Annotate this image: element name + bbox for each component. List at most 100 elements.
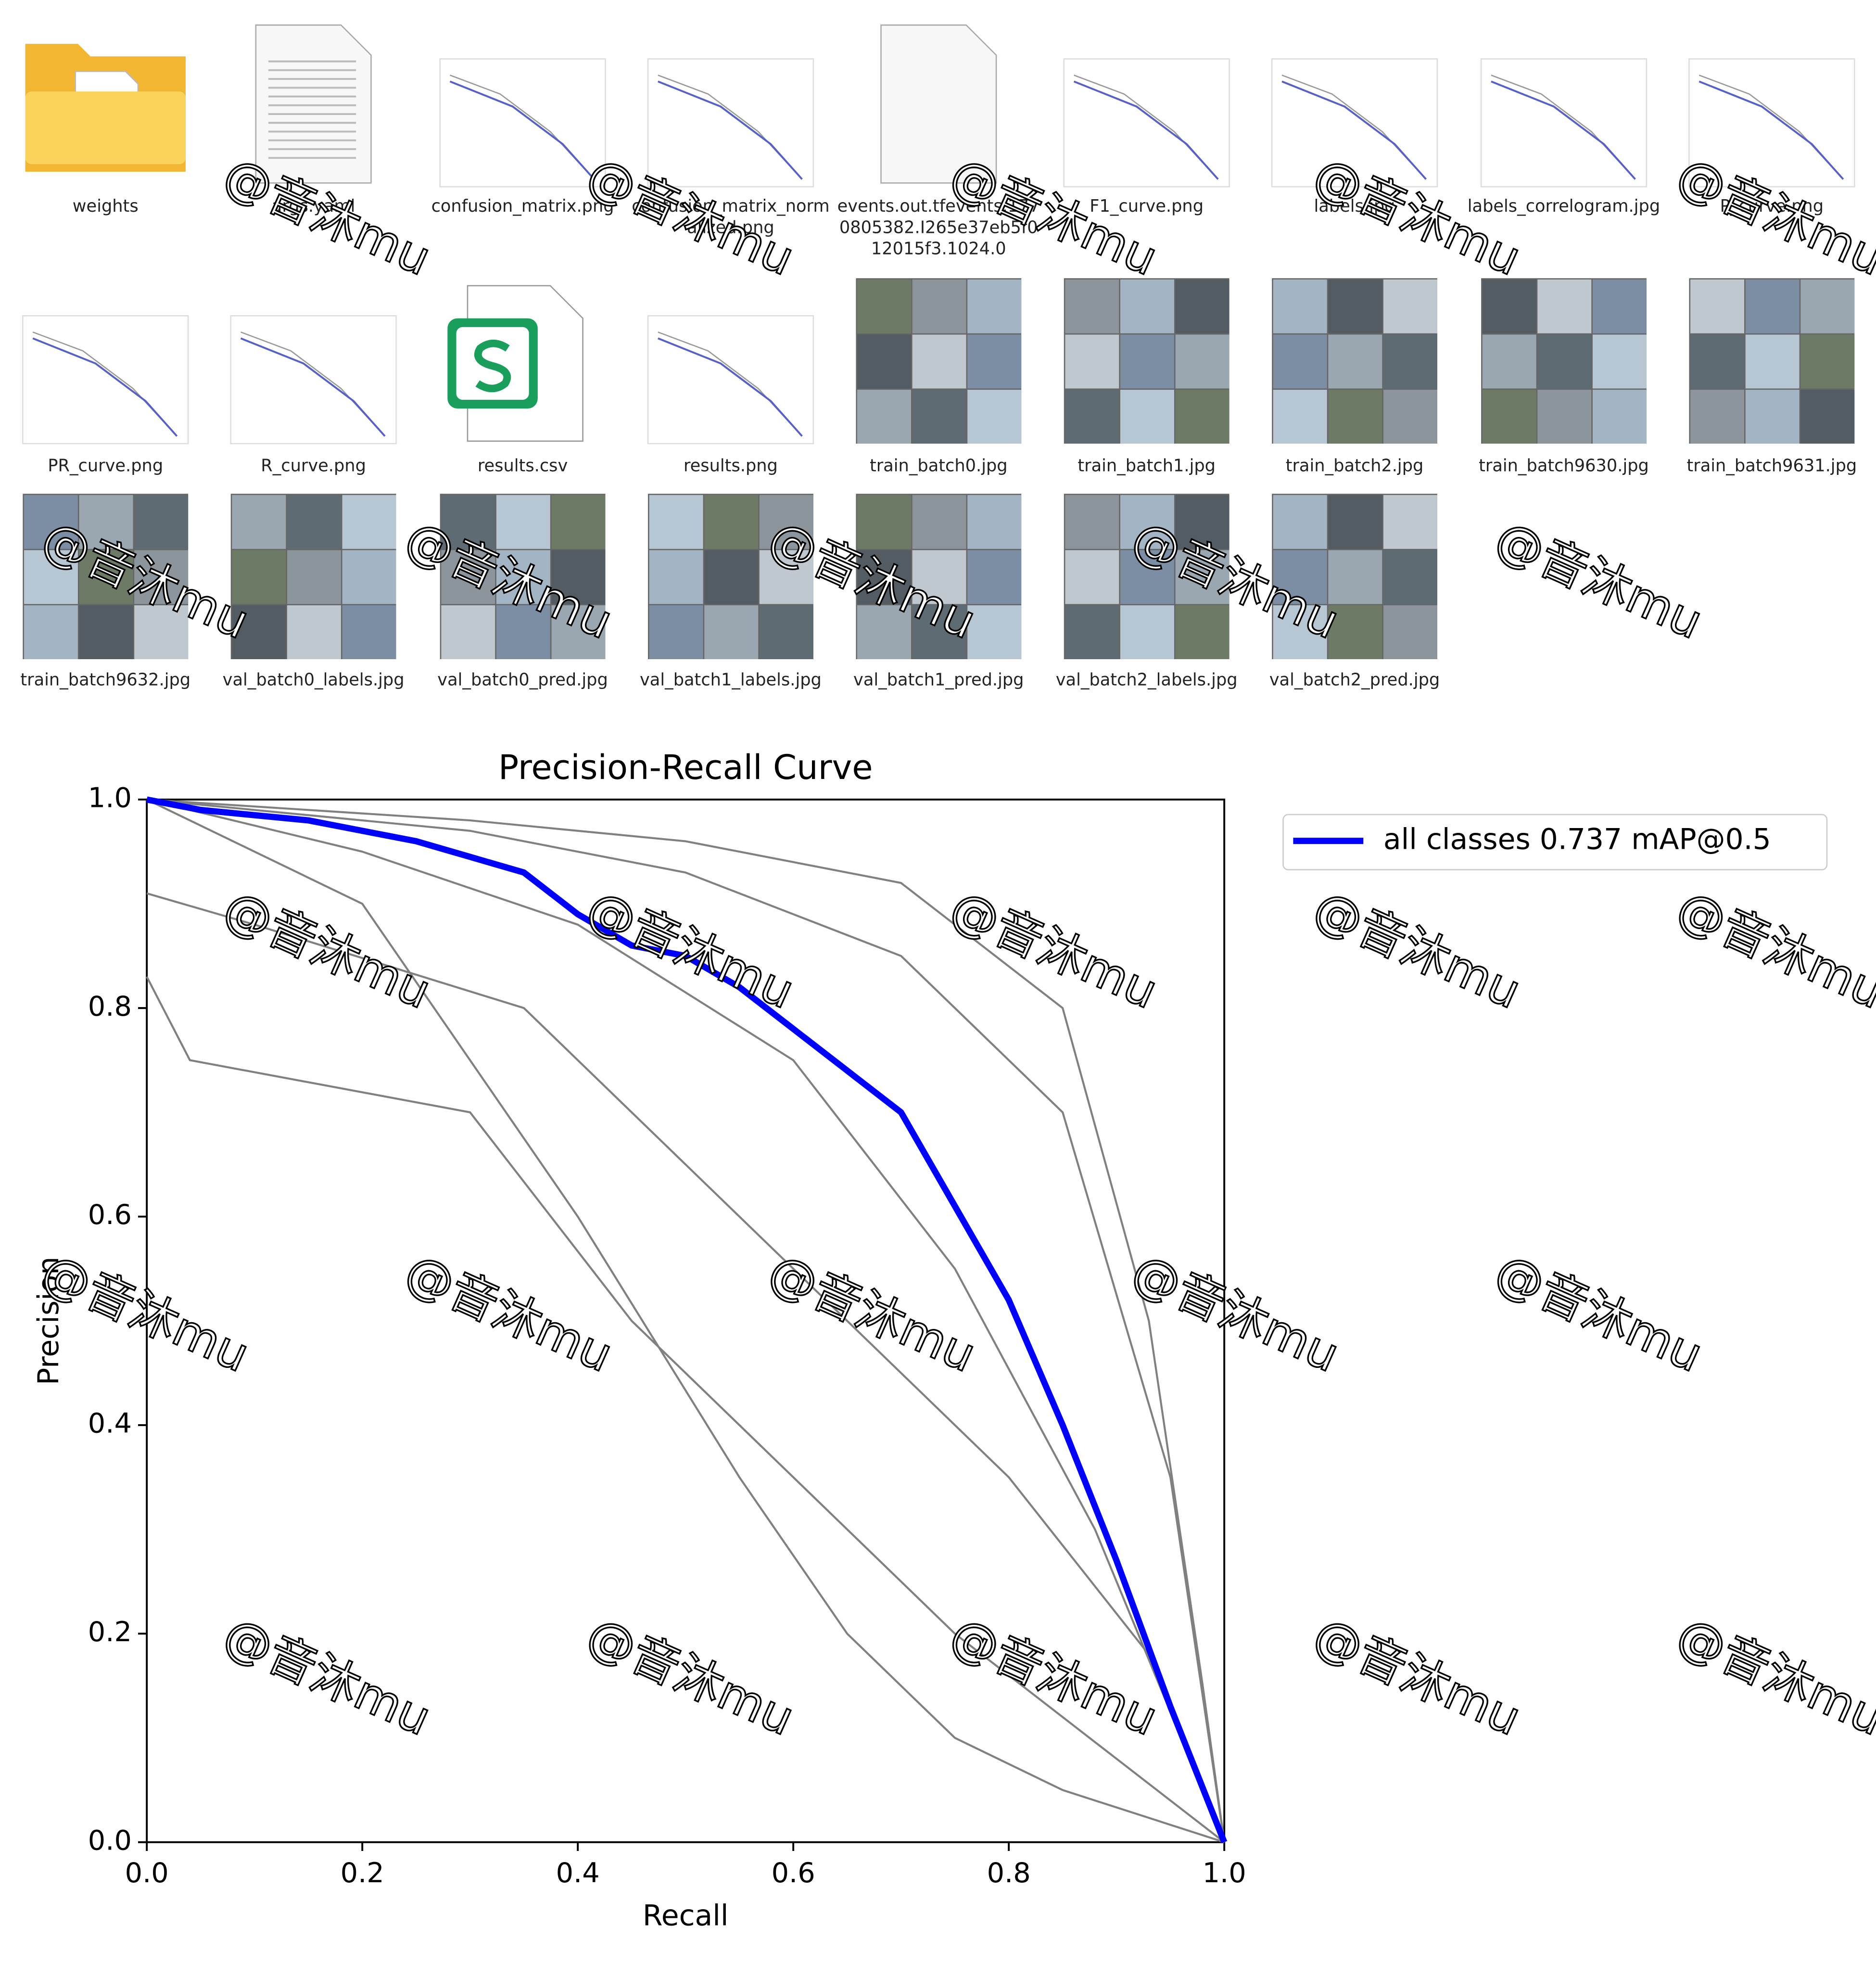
photo-tile: [857, 279, 912, 333]
photo-tile: [857, 334, 912, 389]
file-name: train_batch9631.jpg: [1686, 456, 1857, 476]
photo-tile: [1482, 390, 1536, 444]
file-item[interactable]: train_batch2.jpg: [1251, 278, 1458, 531]
file-item[interactable]: args.yaml: [209, 24, 417, 272]
photo-tile: [1175, 334, 1230, 389]
file-item[interactable]: val_batch1_pred.jpg: [835, 494, 1042, 746]
file-item[interactable]: F1_curve.png: [1042, 58, 1250, 272]
photo-tile: [1745, 390, 1800, 444]
document-icon: [255, 24, 372, 184]
photo-tile: [1065, 334, 1119, 389]
photo-tile: [287, 605, 341, 660]
photo-tile: [287, 550, 341, 604]
thumb-line: [1491, 80, 1636, 180]
file-label-box: weights: [73, 197, 139, 217]
photo-tile: [551, 550, 606, 604]
file-item[interactable]: labels_correlogram.jpg: [1460, 58, 1668, 272]
photo-tile: [1745, 279, 1800, 333]
photo-tile: [1273, 279, 1327, 333]
x-tick-label: 0.0: [125, 1857, 169, 1889]
photo-tile: [496, 605, 550, 660]
file-item[interactable]: train_batch1.jpg: [1042, 278, 1250, 531]
photo-tile: [1065, 279, 1119, 333]
file-item[interactable]: val_batch1_labels.jpg: [627, 494, 835, 746]
photo-tile: [1120, 605, 1174, 660]
x-tick-label: 1.0: [1203, 1857, 1246, 1889]
photo-tile: [1482, 334, 1536, 389]
file-item[interactable]: R_curve.png: [209, 315, 417, 531]
x-tick-label: 0.4: [556, 1857, 600, 1889]
photo-tile: [1383, 390, 1437, 444]
file-label-box: val_batch1_labels.jpg: [640, 670, 822, 690]
file-item[interactable]: train_batch0.jpg: [835, 278, 1042, 531]
photo-tile: [1120, 495, 1174, 549]
photo-tile: [287, 495, 341, 549]
photo-tile: [1065, 495, 1119, 549]
photo-tile: [342, 605, 396, 660]
file-item[interactable]: weights: [1, 44, 209, 272]
x-tick-label: 0.6: [772, 1857, 815, 1889]
file-item[interactable]: train_batch9631.jpg: [1668, 278, 1876, 531]
photo-tile: [704, 550, 759, 604]
file-item[interactable]: val_batch0_labels.jpg: [209, 494, 417, 746]
file-label-box: P_curve.png: [1720, 197, 1824, 217]
file-item[interactable]: val_batch0_pred.jpg: [418, 494, 626, 746]
y-axis-label: Precision: [32, 1257, 65, 1385]
photo-tile: [1592, 334, 1647, 389]
image-thumb: [647, 58, 814, 188]
file-item[interactable]: confusion_matrix_normalized.png: [627, 58, 835, 272]
legend-box: [1282, 814, 1828, 870]
file-item[interactable]: val_batch2_pred.jpg: [1251, 494, 1458, 746]
file-item[interactable]: results.png: [627, 315, 835, 531]
photo-tile: [1175, 390, 1230, 444]
photo-tile: [1175, 605, 1230, 660]
plot-frame: [146, 798, 1226, 1843]
class-curve: [146, 798, 1225, 1843]
photo-tile: [1537, 279, 1592, 333]
file-label-box: args.yaml: [272, 197, 355, 217]
photo-tile: [1065, 550, 1119, 604]
file-label-box: val_batch2_labels.jpg: [1056, 670, 1238, 690]
file-item[interactable]: events.out.tfevents.1770805382.I265e37eb…: [835, 24, 1042, 272]
file-name: train_batch9630.jpg: [1479, 456, 1649, 476]
file-item[interactable]: labels.jpg: [1251, 58, 1458, 272]
photo-tile: [232, 550, 286, 604]
photo-tile: [1273, 550, 1327, 604]
photo-tile: [551, 495, 606, 549]
file-item[interactable]: PR_curve.png: [1, 315, 209, 531]
photo-tile: [1482, 279, 1536, 333]
class-curve: [146, 976, 1225, 1843]
photo-tile: [704, 605, 759, 660]
file-name: results.png: [683, 456, 778, 476]
photo-tile: [967, 390, 1022, 444]
document-icon: [880, 24, 997, 184]
photo-tile: [967, 550, 1022, 604]
photo-tile: [759, 550, 813, 604]
photo-tile: [79, 550, 133, 604]
file-label-box: confusion_matrix_normalized.png: [632, 196, 830, 238]
file-item[interactable]: results.csv: [418, 285, 626, 532]
photo-tile: [912, 279, 966, 333]
photo-tile: [496, 495, 550, 549]
class-curve: [146, 892, 1226, 1843]
photo-tile: [1537, 334, 1592, 389]
class-curve: [147, 798, 1226, 1843]
file-item[interactable]: train_batch9632.jpg: [1, 494, 209, 746]
x-tick-label: 0.2: [341, 1857, 384, 1889]
file-name: confusion_matrix_normalized.png: [632, 196, 830, 238]
file-item[interactable]: confusion_matrix.png: [418, 58, 626, 272]
y-tick-label: 0.4: [88, 1407, 132, 1440]
file-name: F1_curve.png: [1090, 196, 1204, 217]
file-item[interactable]: val_batch2_labels.jpg: [1042, 494, 1250, 746]
file-name: train_batch2.jpg: [1285, 456, 1424, 476]
photo-tile: [1175, 279, 1230, 333]
file-label-box: val_batch1_pred.jpg: [853, 670, 1024, 690]
file-item[interactable]: P_curve.png: [1668, 58, 1876, 272]
photo-tile: [1690, 279, 1745, 333]
file-grid: weights args.yaml confusion_matrix.png conf…: [1, 24, 1876, 746]
photo-tile: [342, 495, 396, 549]
photo-tile: [759, 605, 813, 660]
photo-tile: [1328, 390, 1382, 444]
file-label-box: results.csv: [478, 456, 568, 476]
file-item[interactable]: train_batch9630.jpg: [1460, 278, 1668, 531]
